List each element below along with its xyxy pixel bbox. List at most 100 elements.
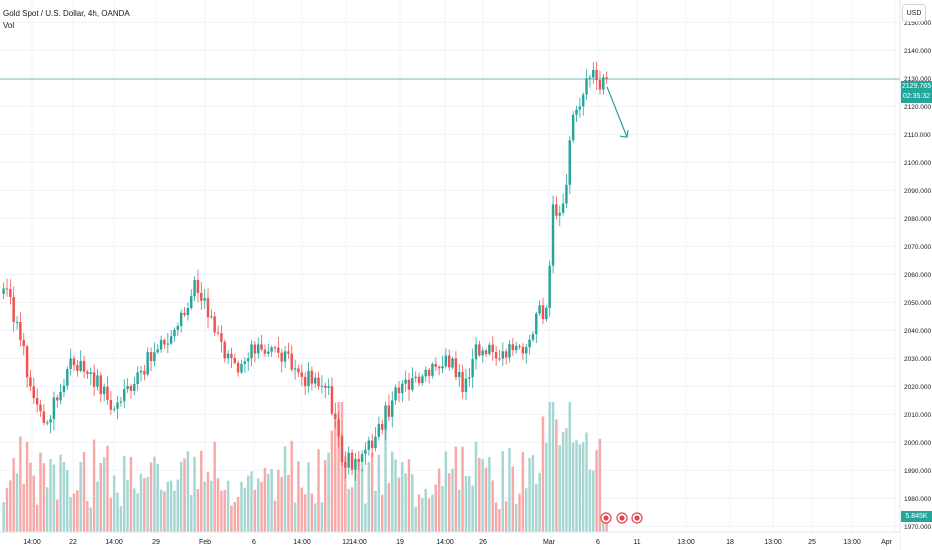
candle-body (66, 368, 69, 386)
volume-bar (431, 494, 434, 532)
candle-body (444, 355, 448, 367)
candle-body (260, 344, 263, 350)
volume-bar (230, 505, 233, 532)
volume-bar (277, 469, 280, 532)
volume-bar (213, 441, 216, 532)
candle-body (136, 372, 139, 384)
candle-body (183, 312, 186, 316)
currency-selector[interactable]: USD (902, 4, 926, 22)
candle-body (344, 462, 347, 468)
candle-body (434, 364, 437, 367)
volume-indicator-label[interactable]: Vol (3, 21, 15, 30)
candle-body (585, 78, 588, 95)
candle-body (59, 391, 62, 401)
candle-body (62, 385, 66, 392)
volume-bar (578, 444, 582, 532)
candle-body (575, 109, 578, 115)
volume-bar (246, 475, 250, 532)
candle-body (22, 340, 25, 347)
candle-body (216, 332, 220, 334)
price-tick-label: 1980.000 (904, 496, 931, 503)
candle-body (257, 344, 260, 354)
volume-bar (159, 489, 163, 532)
candle-body (119, 401, 123, 403)
volume-bar (82, 452, 86, 532)
candle-body (441, 366, 444, 369)
candle-body (367, 440, 370, 450)
volume-bar (370, 452, 374, 532)
candle-body (407, 379, 411, 390)
volume-bar (25, 441, 29, 532)
volume-bar (340, 402, 344, 532)
volume-bar (504, 501, 508, 532)
candle-body (112, 408, 116, 410)
candle-body (280, 352, 283, 362)
candle-body (578, 106, 582, 110)
candle-body (427, 369, 431, 376)
price-tick-label: 2110.000 (904, 132, 931, 139)
volume-bar (203, 481, 206, 532)
volume-bar (521, 452, 525, 532)
volume-bar (528, 458, 531, 532)
event-flag-icon[interactable] (600, 512, 612, 524)
candle-body (360, 454, 364, 462)
symbol-title[interactable]: Gold Spot / U.S. Dollar, 4h, OANDA (3, 9, 130, 18)
candle-body (571, 114, 575, 141)
price-tick-label: 1990.000 (904, 468, 931, 475)
candle-body (364, 449, 367, 455)
volume-bar (156, 463, 159, 532)
candle-body (230, 353, 233, 359)
event-flags[interactable] (600, 512, 643, 524)
volume-bar (143, 478, 146, 532)
volume-bar (461, 446, 464, 532)
candle-body (220, 333, 223, 342)
candle-body (461, 371, 464, 392)
volume-bar (458, 489, 461, 532)
volume-bar (220, 490, 223, 532)
volume-bars (2, 402, 608, 532)
time-tick-label: 13:00 (764, 539, 782, 546)
candle-body (129, 385, 133, 391)
event-flag-icon[interactable] (631, 512, 643, 524)
volume-bar (494, 502, 498, 532)
volume-bar (588, 469, 592, 532)
volume-bar (565, 427, 568, 532)
volume-bar (364, 503, 367, 532)
volume-bar (454, 446, 458, 532)
time-axis[interactable]: 14:00 22 14:00 29 Feb 6 14:00 12 14:00 19 14:00 26 M… (0, 531, 900, 550)
candle-body (454, 358, 458, 378)
volume-bar (350, 487, 354, 532)
candle-body (166, 343, 169, 345)
event-flag-icon[interactable] (616, 512, 628, 524)
volume-bar (109, 498, 113, 532)
candle-body (511, 344, 515, 350)
volume-bar (434, 484, 437, 532)
candle-body (213, 316, 216, 333)
time-tick-label: 14:00 (23, 539, 41, 546)
volume-bar (250, 471, 253, 532)
volume-bar (501, 451, 504, 532)
volume-bar (173, 490, 176, 532)
time-tick-label: 22 (69, 539, 77, 546)
volume-bar (605, 518, 608, 532)
trend-arrow-drawing[interactable] (606, 86, 629, 138)
volume-bar (260, 482, 263, 532)
volume-bar (387, 483, 391, 532)
volume-bar (176, 479, 180, 532)
candle-body (76, 365, 79, 371)
candle-body (334, 413, 337, 420)
volume-bar (535, 483, 538, 532)
volume-bar (581, 442, 585, 532)
candle-body (484, 350, 488, 355)
candle-body (447, 355, 451, 368)
candle-body (558, 212, 561, 216)
volume-bar (488, 456, 491, 532)
candle-body (310, 370, 314, 384)
volume-bar (571, 442, 575, 532)
volume-bar (330, 430, 334, 532)
volume-bar (558, 445, 561, 532)
volume-bar (417, 494, 421, 532)
candle-body (210, 316, 213, 318)
volume-bar (169, 480, 173, 532)
